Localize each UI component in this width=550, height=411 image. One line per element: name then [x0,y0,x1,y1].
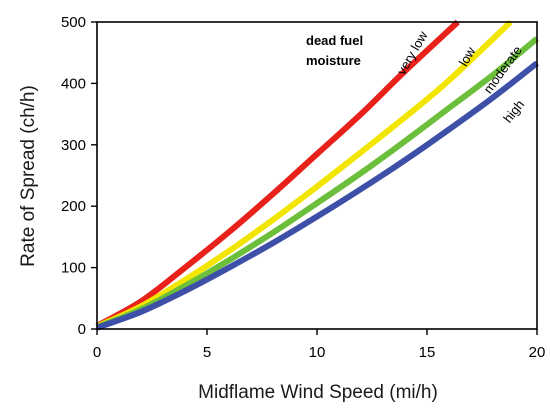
y-tick-label: 200 [61,198,86,215]
y-axis-title: Rate of Spread (ch/h) [18,85,39,267]
x-tick-label: 20 [529,344,546,361]
x-tick-label: 5 [203,344,211,361]
series-line-low [95,19,513,330]
series-layer [95,19,539,331]
series-line-high [95,60,539,331]
axes [91,21,538,335]
y-tick-label: 500 [61,14,86,31]
series-line-very-low [95,19,460,329]
x-axis-title: Midflame Wind Speed (mi/h) [198,382,438,403]
annotation-line-1: dead fuel [306,33,363,48]
y-tick-label: 100 [61,260,86,277]
y-tick-label: 0 [78,321,86,338]
x-tick-label: 10 [309,344,326,361]
series-label-low: low [456,44,479,69]
y-tick-label: 300 [61,137,86,154]
annotation-line-2: moisture [306,53,361,68]
x-tick-label: 15 [419,344,436,361]
x-tick-label: 0 [93,344,101,361]
series-line-moderate [95,36,539,330]
series-label-high: high [500,97,527,126]
y-tick-label: 400 [61,75,86,92]
